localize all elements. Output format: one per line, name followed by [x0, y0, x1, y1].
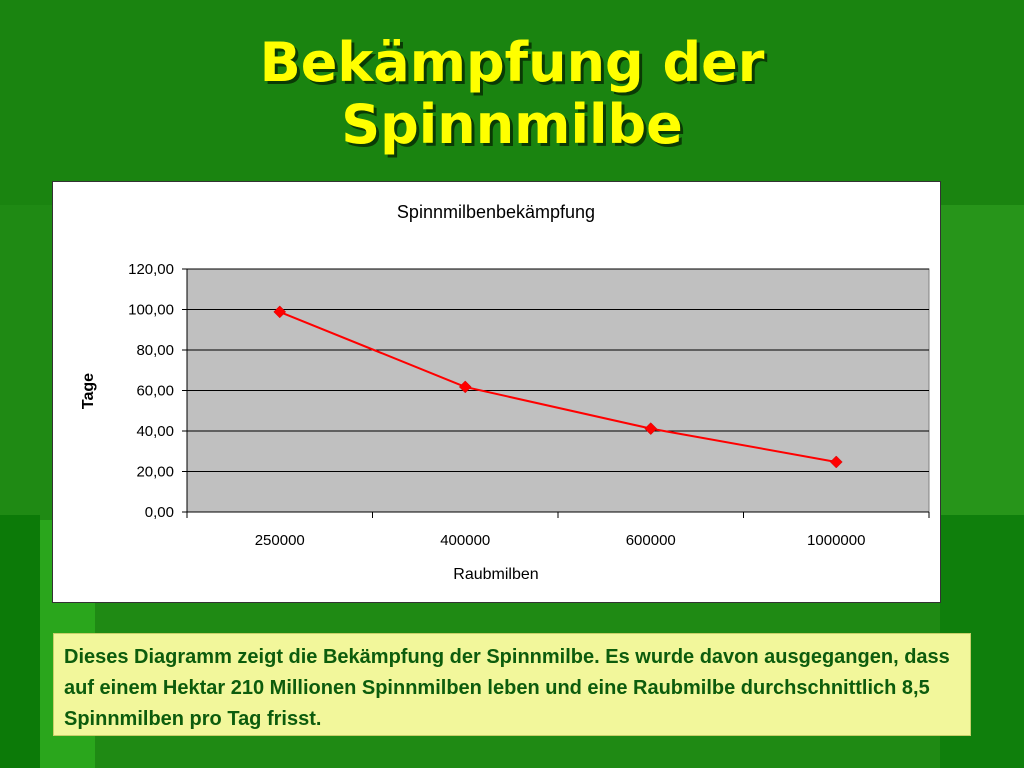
- slide-title-line-2: Spinnmilbe: [341, 93, 683, 156]
- caption-text: Dieses Diagramm zeigt die Bekämpfung der…: [64, 646, 950, 730]
- slide-title-line-1: Bekämpfung der: [259, 31, 765, 94]
- line-chart: Spinnmilbenbekämpfung 0,00 20,00 40,00 60,00…: [80, 202, 930, 583]
- data-point-marker: [829, 455, 843, 469]
- chart-title: Spinnmilbenbekämpfung: [397, 202, 595, 222]
- caption-box: Dieses Diagramm zeigt die Bekämpfung der…: [53, 633, 971, 736]
- y-tick-label: 120,00: [128, 261, 174, 278]
- slide-title: Bekämpfung der Spinnmilbe: [0, 32, 1024, 156]
- y-axis-label: Tage: [80, 373, 97, 409]
- y-tick-label: 80,00: [136, 342, 174, 359]
- background-strip-left: [0, 515, 40, 768]
- y-tick-label: 60,00: [136, 383, 174, 400]
- y-tick-label: 0,00: [145, 504, 174, 521]
- x-tick-label: 400000: [440, 532, 490, 549]
- y-tick-label: 40,00: [136, 423, 174, 440]
- y-tick-label: 100,00: [128, 302, 174, 319]
- data-point-marker: [458, 380, 472, 394]
- x-axis-label: Raubmilben: [453, 566, 538, 583]
- background-band-top: [0, 0, 1024, 205]
- x-tick-label: 600000: [626, 532, 676, 549]
- y-tick-label: 20,00: [136, 464, 174, 481]
- chart-container: Spinnmilbenbekämpfung 0,00 20,00 40,00 60,00…: [52, 181, 941, 603]
- x-tick-label: 1000000: [807, 532, 865, 549]
- x-tick-label: 250000: [255, 532, 305, 549]
- data-point-marker: [273, 305, 287, 319]
- series-line: [279, 310, 837, 463]
- data-point-marker: [644, 422, 658, 435]
